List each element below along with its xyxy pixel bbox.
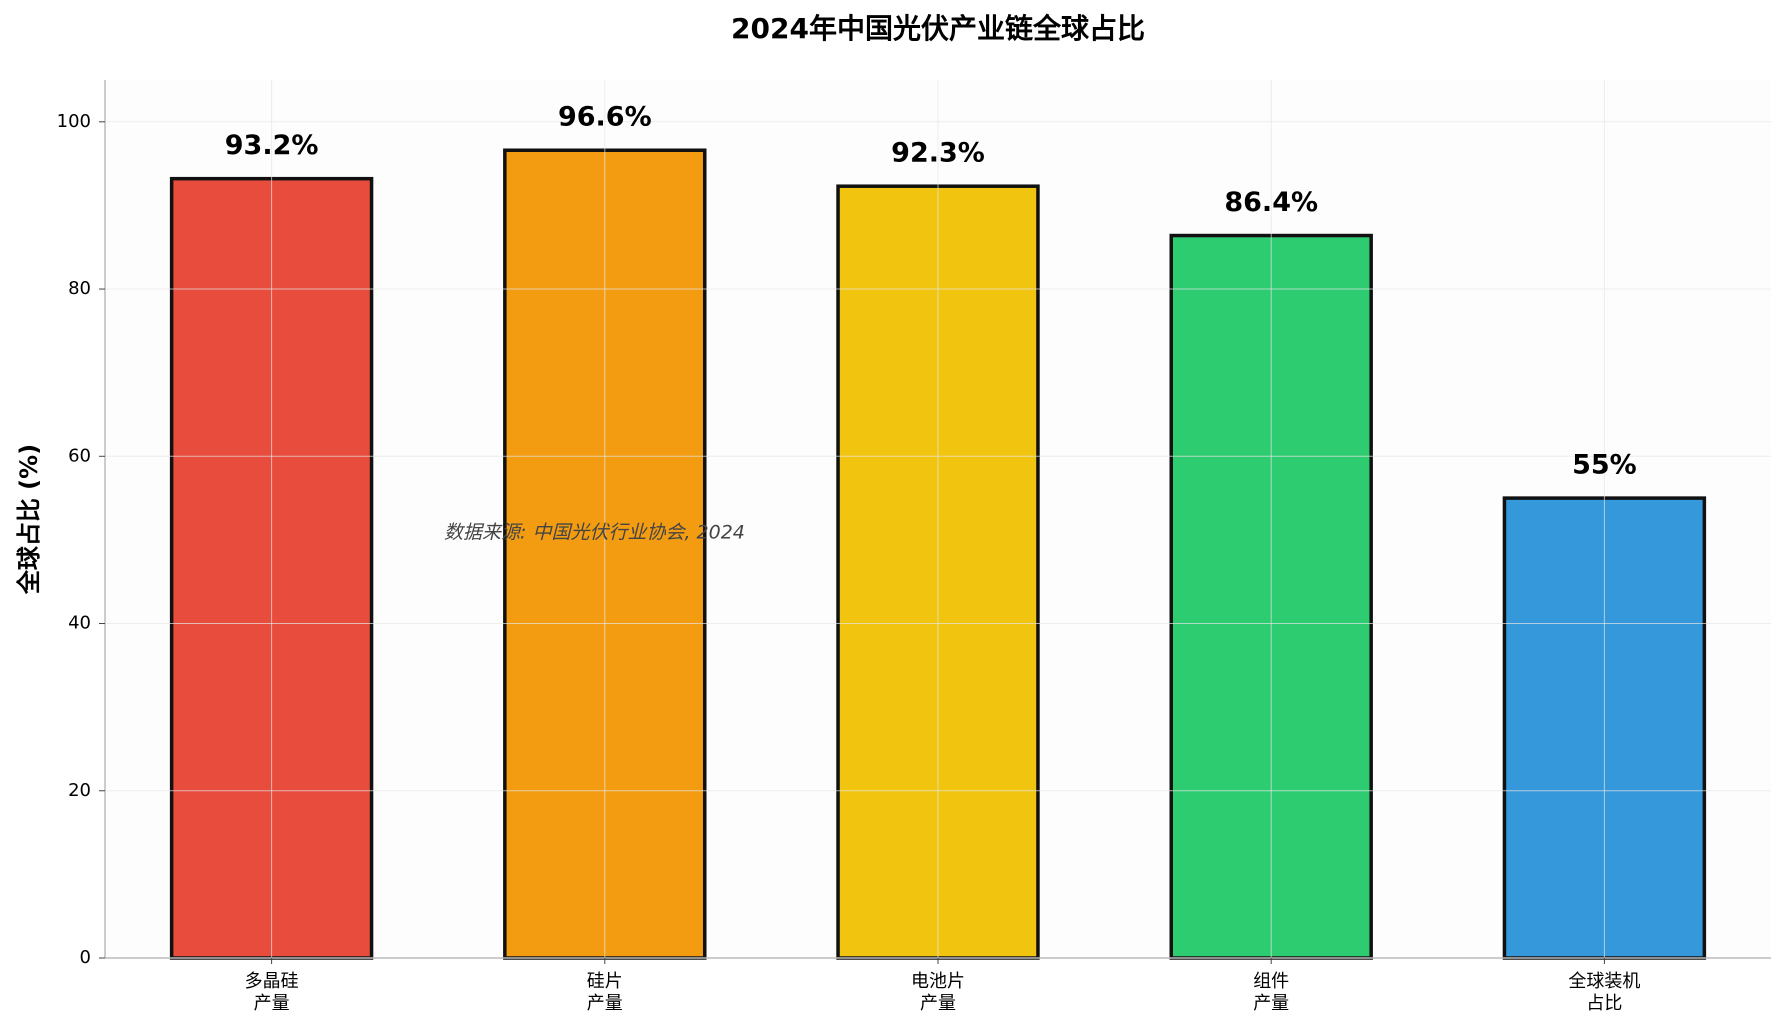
source-note: 数据来源: 中国光伏行业协会, 2024 — [444, 522, 745, 544]
y-tick-label: 20 — [68, 780, 91, 801]
value-label: 86.4% — [1224, 187, 1318, 218]
y-tick-label: 40 — [68, 613, 91, 634]
y-axis-label: 全球占比 (%) — [15, 444, 43, 595]
x-tick-label: 电池片 — [911, 971, 965, 992]
x-tick-label: 占比 — [1586, 993, 1622, 1014]
value-label: 55% — [1572, 450, 1637, 481]
value-label: 96.6% — [558, 102, 652, 133]
y-tick-label: 0 — [80, 947, 91, 968]
y-tick-label: 100 — [57, 111, 91, 132]
y-tick-label: 60 — [68, 445, 91, 466]
x-tick-label: 产量 — [254, 993, 290, 1014]
x-tick-label: 全球装机 — [1568, 971, 1640, 992]
x-tick-label: 组件 — [1253, 971, 1289, 992]
x-tick-label: 产量 — [587, 993, 623, 1014]
x-tick-label: 硅片 — [587, 971, 623, 992]
value-label: 92.3% — [891, 138, 985, 169]
chart-title: 2024年中国光伏产业链全球占比 — [731, 12, 1145, 45]
x-tick-label: 多晶硅 — [245, 971, 299, 992]
x-tick-label: 产量 — [920, 993, 956, 1014]
value-label: 93.2% — [225, 130, 319, 161]
x-tick-label: 产量 — [1253, 993, 1289, 1014]
y-tick-label: 80 — [68, 278, 91, 299]
